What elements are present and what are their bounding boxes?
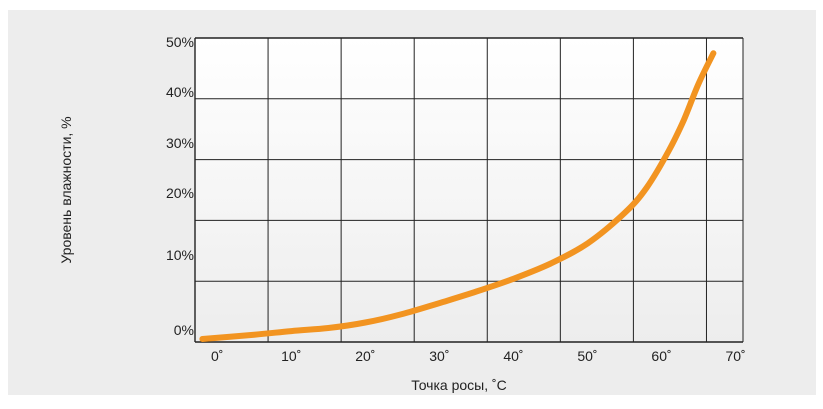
x-tick-label: 10˚ [281, 348, 301, 364]
x-tick-label: 30˚ [429, 348, 449, 364]
x-tick-label: 60˚ [651, 348, 671, 364]
y-tick-labels: 0% 10% 20% 30% 40% 50% [166, 34, 194, 338]
x-axis-label: Точка росы, ˚С [411, 377, 507, 393]
series-line [199, 50, 717, 342]
y-tick-label: 10% [166, 247, 194, 263]
grid [194, 37, 744, 343]
x-tick-label: 40˚ [503, 348, 523, 364]
x-tick-label: 0˚ [211, 348, 223, 364]
x-tick-label: 20˚ [355, 348, 375, 364]
x-tick-label: 70˚ [725, 348, 745, 364]
y-tick-label: 50% [166, 34, 194, 50]
y-tick-label: 20% [166, 185, 194, 201]
y-tick-label: 0% [174, 322, 194, 338]
y-tick-label: 40% [166, 84, 194, 100]
y-tick-label: 30% [166, 135, 194, 151]
y-axis-label: Уровень влажности, % [58, 116, 74, 263]
x-tick-label: 50˚ [577, 348, 597, 364]
x-tick-labels: 0˚ 10˚ 20˚ 30˚ 40˚ 50˚ 60˚ 70˚ [211, 348, 746, 364]
series-layer [199, 50, 717, 342]
